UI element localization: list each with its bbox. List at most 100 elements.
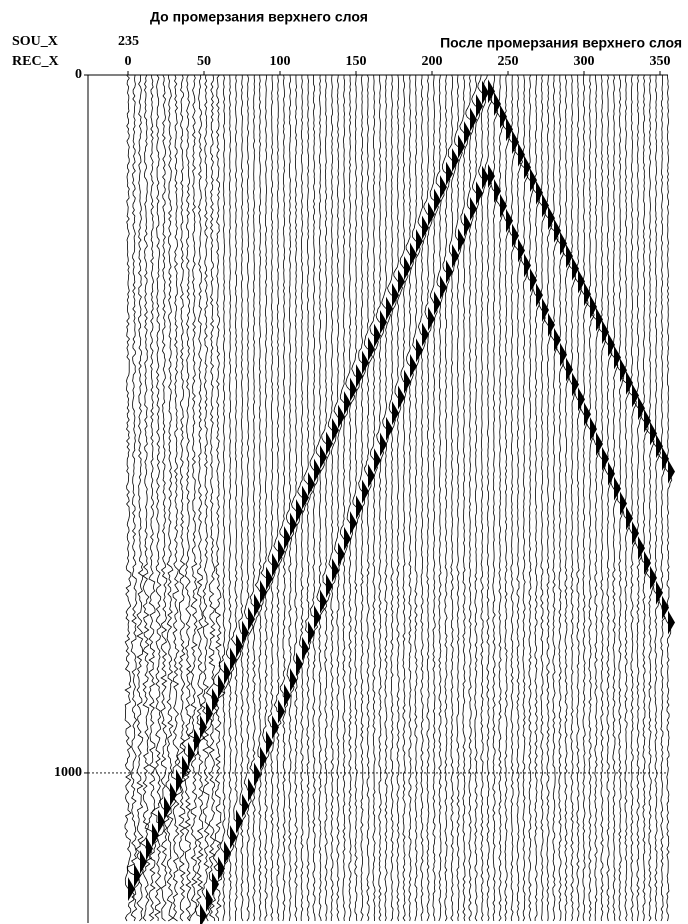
trace-peak bbox=[548, 206, 555, 231]
trace-peak bbox=[272, 715, 279, 740]
x-tick-label: 50 bbox=[197, 54, 211, 69]
trace-peak bbox=[608, 461, 615, 486]
trace bbox=[230, 74, 242, 922]
trace bbox=[447, 74, 457, 922]
trace bbox=[303, 74, 313, 922]
trace-peak bbox=[230, 647, 237, 672]
trace bbox=[279, 74, 289, 922]
trace-peak bbox=[158, 809, 165, 834]
trace-peak bbox=[218, 674, 225, 699]
trace-peak bbox=[398, 269, 405, 294]
trace bbox=[205, 74, 218, 922]
trace-peak bbox=[320, 589, 327, 614]
trace-peak bbox=[302, 485, 309, 510]
trace-peak bbox=[308, 472, 315, 497]
trace-peak bbox=[458, 134, 465, 159]
chart-title: До промерзания верхнего слоя bbox=[150, 9, 368, 25]
trace-peak bbox=[626, 506, 633, 531]
trace-peak bbox=[494, 179, 501, 204]
x-tick-label: 300 bbox=[574, 54, 595, 69]
trace bbox=[405, 74, 414, 922]
trace-peak bbox=[326, 431, 333, 456]
trace bbox=[550, 74, 559, 922]
trace bbox=[273, 75, 283, 922]
trace-peak bbox=[266, 730, 273, 755]
trace-peak bbox=[290, 668, 297, 693]
trace-peak bbox=[254, 593, 261, 618]
trace-peak bbox=[380, 432, 387, 457]
trace-peak bbox=[278, 539, 285, 564]
trace bbox=[333, 74, 343, 922]
trace-peak bbox=[560, 342, 567, 367]
trace-peak bbox=[308, 621, 315, 646]
trace-peak bbox=[296, 499, 303, 524]
trace-peak bbox=[392, 401, 399, 426]
trace-peak bbox=[536, 283, 543, 308]
trace bbox=[327, 74, 337, 921]
trace-peak bbox=[134, 863, 141, 888]
trace-peak bbox=[434, 188, 441, 213]
trace-peak bbox=[380, 310, 387, 335]
trace-peak bbox=[332, 418, 339, 443]
trace bbox=[381, 74, 391, 922]
trace bbox=[441, 74, 451, 922]
trace-peak bbox=[392, 283, 399, 308]
trace-peak bbox=[236, 634, 243, 659]
trace bbox=[543, 74, 553, 922]
trace-peak bbox=[542, 298, 549, 323]
trace-peak bbox=[656, 580, 663, 605]
trace bbox=[567, 74, 577, 922]
trace bbox=[144, 74, 159, 922]
trace bbox=[187, 74, 200, 922]
trace-peak bbox=[140, 850, 147, 875]
trace-peak bbox=[536, 180, 543, 205]
trace bbox=[561, 74, 571, 922]
trace-peak bbox=[452, 148, 459, 173]
trace-peak bbox=[248, 607, 255, 632]
trace-peak bbox=[296, 652, 303, 677]
trace-peak bbox=[488, 164, 495, 189]
trace-peak bbox=[236, 809, 243, 834]
trace bbox=[633, 74, 643, 922]
trace-peak bbox=[350, 377, 357, 402]
x-tick-label: 0 bbox=[125, 54, 132, 69]
trace-peak bbox=[344, 391, 351, 416]
trace-peak bbox=[350, 511, 357, 536]
trace-peak bbox=[554, 327, 561, 352]
trace bbox=[315, 74, 325, 922]
trace bbox=[495, 74, 505, 922]
trace-peak bbox=[362, 350, 369, 375]
trace-peak bbox=[668, 610, 675, 635]
trace-peak bbox=[284, 683, 291, 708]
traces bbox=[124, 74, 675, 924]
trace-peak bbox=[584, 402, 591, 427]
trace-peak bbox=[356, 364, 363, 389]
trace-peak bbox=[374, 323, 381, 348]
trace-peak bbox=[470, 197, 477, 222]
trace-peak bbox=[428, 202, 435, 227]
trace bbox=[212, 74, 226, 922]
trace-peak bbox=[614, 476, 621, 501]
trace bbox=[429, 74, 439, 922]
trace bbox=[525, 74, 534, 922]
trace-peak bbox=[650, 421, 657, 446]
trace-peak bbox=[452, 244, 459, 269]
x-tick-label: 350 bbox=[650, 54, 671, 69]
trace-peak bbox=[164, 796, 171, 821]
trace-peak bbox=[260, 746, 267, 771]
trace bbox=[657, 75, 667, 922]
x-tick-label: 150 bbox=[346, 54, 367, 69]
trace-peak bbox=[422, 215, 429, 240]
trace-peak bbox=[218, 856, 225, 881]
trace-peak bbox=[416, 338, 423, 363]
trace-peak bbox=[248, 778, 255, 803]
trace-peak bbox=[644, 550, 651, 575]
trace-peak bbox=[620, 491, 627, 516]
trace bbox=[139, 74, 153, 922]
trace-peak bbox=[404, 369, 411, 394]
trace bbox=[591, 75, 601, 922]
trace-peak bbox=[170, 782, 177, 807]
trace-peak bbox=[362, 479, 369, 504]
trace-peak bbox=[440, 275, 447, 300]
trace bbox=[127, 74, 140, 922]
